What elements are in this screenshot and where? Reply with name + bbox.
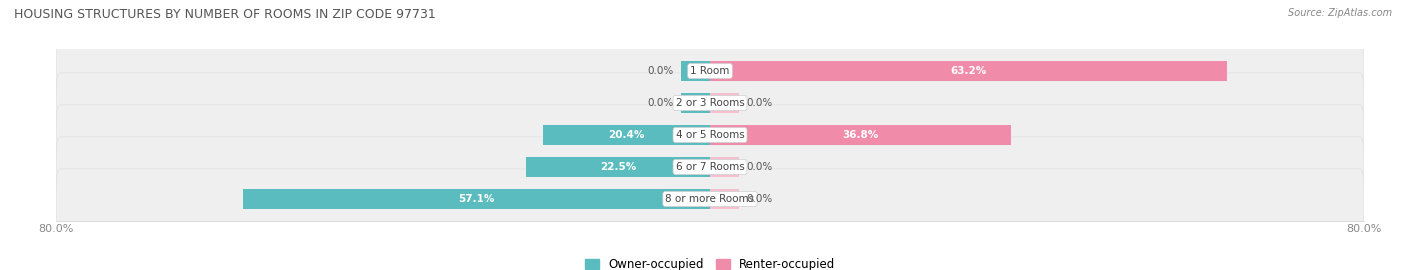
FancyBboxPatch shape — [56, 137, 1364, 197]
Text: 20.4%: 20.4% — [609, 130, 645, 140]
Text: 0.0%: 0.0% — [747, 162, 773, 172]
Text: 2 or 3 Rooms: 2 or 3 Rooms — [676, 98, 744, 108]
Legend: Owner-occupied, Renter-occupied: Owner-occupied, Renter-occupied — [579, 254, 841, 270]
Text: HOUSING STRUCTURES BY NUMBER OF ROOMS IN ZIP CODE 97731: HOUSING STRUCTURES BY NUMBER OF ROOMS IN… — [14, 8, 436, 21]
FancyBboxPatch shape — [56, 105, 1364, 165]
Bar — [710, 157, 738, 177]
Text: 0.0%: 0.0% — [647, 98, 673, 108]
Text: 1 Room: 1 Room — [690, 66, 730, 76]
Text: 0.0%: 0.0% — [747, 194, 773, 204]
Bar — [710, 93, 738, 113]
Bar — [682, 93, 710, 113]
Bar — [710, 125, 1011, 145]
Text: 63.2%: 63.2% — [950, 66, 987, 76]
Text: 57.1%: 57.1% — [458, 194, 495, 204]
Text: 8 or more Rooms: 8 or more Rooms — [665, 194, 755, 204]
Bar — [710, 189, 738, 209]
FancyBboxPatch shape — [56, 73, 1364, 133]
FancyBboxPatch shape — [56, 41, 1364, 101]
Bar — [526, 157, 710, 177]
Text: 36.8%: 36.8% — [842, 130, 879, 140]
Text: 22.5%: 22.5% — [600, 162, 637, 172]
Text: Source: ZipAtlas.com: Source: ZipAtlas.com — [1288, 8, 1392, 18]
Text: 6 or 7 Rooms: 6 or 7 Rooms — [676, 162, 744, 172]
FancyBboxPatch shape — [56, 169, 1364, 229]
Bar — [243, 189, 710, 209]
Bar — [682, 61, 710, 81]
Text: 0.0%: 0.0% — [747, 98, 773, 108]
Text: 4 or 5 Rooms: 4 or 5 Rooms — [676, 130, 744, 140]
Bar — [543, 125, 710, 145]
Bar — [710, 61, 1226, 81]
Text: 0.0%: 0.0% — [647, 66, 673, 76]
